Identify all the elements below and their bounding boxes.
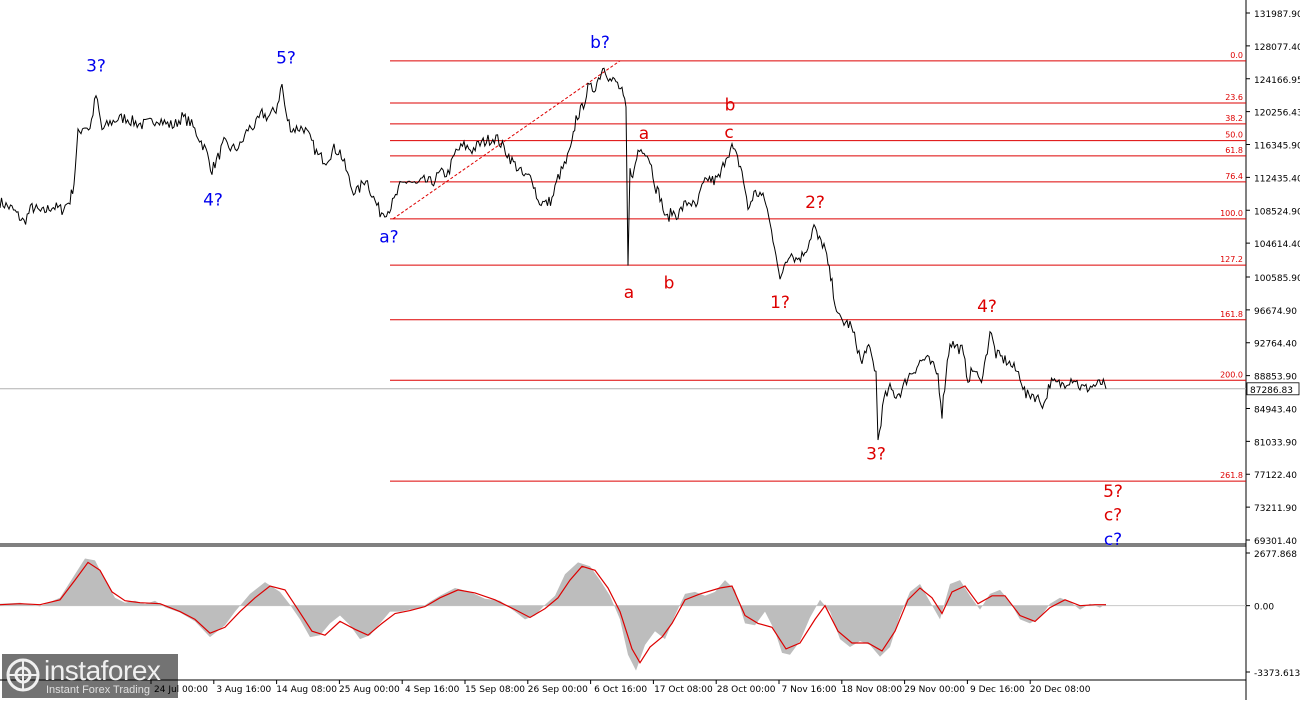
fib-level-label: 76.4 [1225, 172, 1243, 181]
time-tick-label: 3 Aug 16:00 [216, 685, 271, 695]
price-tick-label: 131987.90 [1254, 10, 1300, 20]
time-tick-label: 14 Aug 08:00 [276, 685, 337, 695]
wave-label: b? [590, 33, 610, 53]
fib-level-label: 61.8 [1225, 146, 1243, 155]
price-tick-label: 128077.40 [1254, 43, 1300, 53]
current-price-tag [1246, 382, 1300, 396]
time-tick-label: 4 Sep 16:00 [405, 685, 460, 695]
price-tick-label: 96674.90 [1254, 307, 1297, 317]
wave-label: b [664, 274, 675, 294]
wave-label: 2? [805, 193, 825, 213]
fib-level-label: 161.8 [1220, 310, 1243, 319]
wave-label: c? [1104, 506, 1122, 526]
price-tick-label: 108524.90 [1254, 207, 1300, 217]
instaforex-logo-icon [6, 658, 40, 692]
time-tick-label: 29 Nov 00:00 [904, 685, 965, 695]
fib-level-label: 127.2 [1220, 255, 1243, 264]
fib-level-label: 38.2 [1225, 114, 1243, 123]
price-tick-label: 104614.40 [1254, 240, 1300, 250]
time-tick-label: 15 Sep 08:00 [465, 685, 525, 695]
brand-tagline: Instant Forex Trading [46, 684, 150, 696]
fib-trend-line [392, 60, 621, 220]
oscillator-tick-label: 2677.868 [1254, 550, 1297, 560]
fib-level-label: 50.0 [1225, 131, 1243, 140]
oscillator-signal-line [0, 561, 1106, 664]
price-tick-label: 81033.90 [1254, 438, 1297, 448]
price-line [0, 67, 1107, 441]
price-tick-label: 73211.90 [1254, 504, 1297, 514]
price-tick-label: 112435.40 [1254, 174, 1300, 184]
brand-watermark: instaforex Instant Forex Trading [2, 654, 178, 698]
wave-label: 1? [770, 293, 790, 313]
wave-label: 5? [276, 48, 296, 68]
fib-level-label: 0.0 [1230, 51, 1243, 60]
time-tick-label: 28 Oct 00:00 [717, 685, 776, 695]
price-tick-label: 120256.43 [1254, 109, 1300, 119]
fib-level-label: 23.6 [1225, 93, 1243, 102]
wave-label: 5? [1103, 482, 1123, 502]
price-tick-label: 92764.40 [1254, 340, 1297, 350]
price-tick-label: 116345.90 [1254, 142, 1300, 152]
wave-label: a [624, 283, 634, 303]
price-tick-label: 77122.40 [1254, 471, 1297, 481]
wave-label: b [725, 95, 736, 115]
wave-label: a [639, 124, 649, 144]
current-price-label: 87286.83 [1250, 386, 1293, 396]
wave-label: 4? [977, 297, 997, 317]
wave-label: c [724, 123, 733, 143]
oscillator-tick-label: -3373.613 [1254, 669, 1300, 679]
fib-level-label: 261.8 [1220, 471, 1243, 480]
time-tick-label: 9 Dec 16:00 [970, 685, 1025, 695]
time-tick-label: 26 Sep 00:00 [528, 685, 588, 695]
wave-label: 3? [86, 57, 106, 77]
time-tick-label: 6 Oct 16:00 [594, 685, 647, 695]
wave-label: a? [379, 227, 398, 247]
oscillator-tick-label: 0.00 [1254, 603, 1274, 613]
time-tick-label: 25 Aug 00:00 [339, 685, 400, 695]
time-tick-label: 7 Nov 16:00 [782, 685, 837, 695]
wave-label: 4? [203, 190, 223, 210]
price-tick-label: 88853.90 [1254, 373, 1297, 383]
time-tick-label: 24 Jul 00:00 [154, 685, 208, 695]
price-tick-label: 100585.90 [1254, 274, 1300, 284]
brand-name: instaforex [44, 655, 161, 686]
time-tick-label: 17 Oct 08:00 [654, 685, 713, 695]
fib-level-label: 100.0 [1220, 209, 1243, 218]
fib-level-label: 200.0 [1220, 370, 1243, 379]
wave-label: 3? [866, 444, 886, 464]
price-tick-label: 69301.40 [1254, 537, 1297, 547]
time-tick-label: 20 Dec 08:00 [1030, 685, 1091, 695]
oscillator-histogram [0, 558, 1106, 671]
time-tick-label: 18 Nov 08:00 [841, 685, 902, 695]
price-tick-label: 124166.95 [1254, 76, 1300, 86]
wave-label: c? [1104, 530, 1122, 550]
price-tick-label: 84943.40 [1254, 405, 1297, 415]
